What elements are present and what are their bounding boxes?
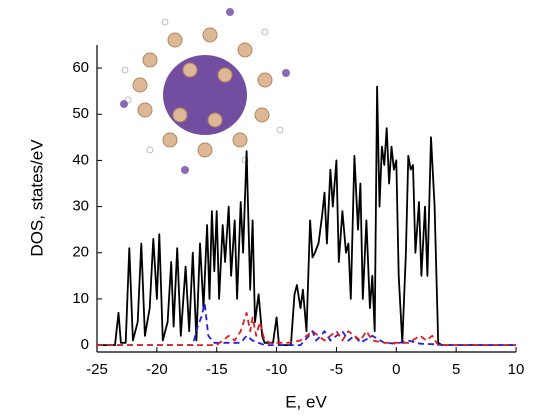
y-tick-label: 40 bbox=[72, 151, 89, 168]
x-tick-label: -25 bbox=[86, 361, 108, 378]
x-tick-label: -15 bbox=[206, 361, 228, 378]
y-tick-label: 60 bbox=[72, 59, 89, 76]
x-axis-label: E, eV bbox=[285, 392, 327, 411]
y-axis-label: DOS, states/eV bbox=[27, 139, 46, 257]
x-tick-label: -5 bbox=[330, 361, 343, 378]
x-tick-label: -20 bbox=[146, 361, 168, 378]
x-tick-label: 0 bbox=[392, 361, 400, 378]
dos-line bbox=[97, 85, 516, 346]
dos-line bbox=[97, 302, 516, 346]
x-tick-label: 5 bbox=[452, 361, 460, 378]
y-tick-label: 20 bbox=[72, 244, 89, 261]
x-tick-label: -10 bbox=[266, 361, 288, 378]
y-tick-label: 10 bbox=[72, 290, 89, 307]
y-tick-label: 0 bbox=[81, 336, 89, 353]
y-tick-label: 30 bbox=[72, 198, 89, 215]
molecule-inset bbox=[120, 8, 290, 174]
y-tick-label: 50 bbox=[72, 105, 89, 122]
x-tick-label: 10 bbox=[508, 361, 525, 378]
